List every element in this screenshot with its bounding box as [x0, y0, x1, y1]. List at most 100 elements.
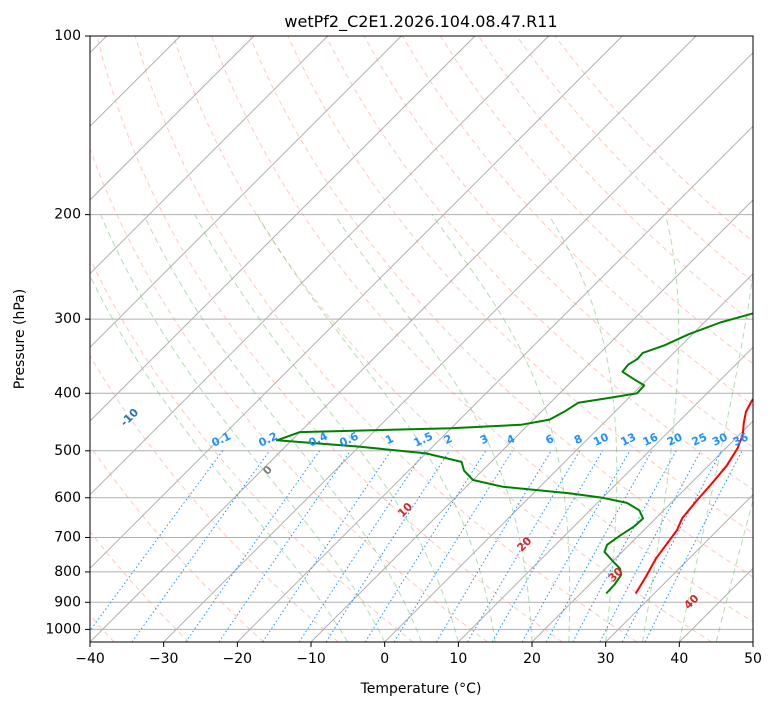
y-tick-label: 700 [54, 530, 81, 546]
moist-adiabat-line [143, 214, 422, 642]
isotherm-line [752, 641, 753, 642]
x-tick-label: 0 [380, 651, 389, 667]
mixing-ratio-label: 36 [731, 430, 751, 448]
y-tick-label: 100 [54, 28, 81, 44]
x-tick-label: 40 [670, 651, 688, 667]
mixing-ratio-label: 0.1 [210, 430, 233, 450]
mixing-ratio-label: 25 [690, 430, 709, 448]
mixing-ratio-label: 8 [572, 432, 584, 447]
isotherm-line [90, 36, 623, 570]
x-axis-label: Temperature (°C) [360, 681, 482, 697]
isotherm-line [457, 346, 753, 642]
x-tick-label: −30 [149, 651, 179, 667]
mixing-ratio-line [90, 450, 224, 632]
dry-adiabat-line [90, 257, 414, 642]
x-tick-label: −20 [223, 651, 253, 667]
dry-adiabat-label: -10 [118, 406, 141, 429]
mixing-ratio-line [298, 450, 426, 642]
y-tick-label: 200 [54, 207, 81, 223]
dry-adiabat-line [134, 36, 638, 642]
moist-adiabat-line [548, 214, 618, 642]
isotherm-line [90, 36, 550, 496]
dry-adiabat-line [516, 36, 753, 283]
dry-adiabat-line [90, 530, 190, 642]
y-axis-label: Pressure (hPa) [12, 289, 28, 389]
mixing-ratio-line [218, 450, 351, 642]
mixing-ratio-label: 2 [442, 432, 454, 447]
y-tick-label: 500 [54, 443, 81, 459]
mixing-ratio-line [572, 450, 677, 642]
isotherm-line [605, 493, 753, 642]
mixing-ratio-line [185, 450, 321, 642]
mixing-ratio-line [364, 450, 487, 642]
mixing-ratio-label: 20 [665, 430, 685, 448]
mixing-ratio-label: 0.2 [257, 430, 280, 450]
isotherm-line [236, 125, 753, 642]
x-tick-label: 30 [597, 651, 615, 667]
moist-adiabat-label: 10 [395, 500, 415, 520]
dry-adiabat-line [211, 36, 753, 623]
y-tick-label: 300 [54, 311, 81, 327]
chart-title: wetPf2_C2E1.2026.104.08.47.R11 [284, 12, 557, 32]
x-tick-label: −40 [75, 651, 105, 667]
mixing-ratio-line [131, 450, 271, 642]
mixing-ratio-line [262, 450, 392, 642]
x-tick-label: −10 [296, 651, 326, 667]
dewpoint-profile-line [276, 312, 753, 595]
skewt-background-lines [90, 36, 753, 642]
mixing-ratio-label: 13 [619, 430, 638, 448]
isotherm-line [384, 272, 753, 642]
isotherm-line [163, 51, 753, 642]
moist-adiabat-line [678, 269, 753, 642]
dry-adiabat-line [90, 354, 339, 642]
moist-adiabat-label: 30 [606, 565, 626, 585]
y-tick-label: 400 [54, 385, 81, 401]
moist-adiabat-line [334, 214, 533, 642]
isotherm-line [531, 420, 753, 642]
mixing-ratio-label: 30 [710, 430, 730, 448]
dry-adiabat-line [96, 36, 563, 642]
mixing-ratio-line [545, 450, 653, 642]
isotherm-line [310, 199, 753, 642]
mixing-ratio-line [599, 450, 702, 642]
moist-adiabat-line [100, 214, 386, 642]
isotherm-line [90, 36, 255, 201]
mixing-ratio-line [435, 450, 552, 642]
mixing-ratio-line [325, 450, 451, 642]
x-tick-label: 10 [449, 651, 467, 667]
mixing-ratio-label: 1.5 [412, 430, 435, 450]
moist-adiabat-line [194, 214, 459, 642]
isotherm-line [90, 36, 697, 642]
dry-adiabat-line [90, 147, 488, 642]
mixing-ratio-label: 4 [505, 432, 518, 447]
mixing-ratio-line [644, 450, 743, 642]
moist-adiabat-line [642, 214, 680, 642]
mixing-ratio-label: 1 [383, 432, 395, 447]
mixing-ratio-label: 3 [478, 432, 490, 447]
y-tick-label: 600 [54, 490, 81, 506]
skewt-axes: −40 −30 −20 −10 0 10 20 30 40 50 100 200 300 400 500 60… [45, 28, 762, 667]
mixing-ratio-line [521, 450, 631, 642]
moist-adiabat-line [431, 214, 571, 642]
skewt-line-labels: -100-90-80-70-60-50-40-30-20-100.10.20.4… [118, 406, 751, 612]
dry-adiabat-line [287, 36, 753, 534]
plot-frame [89, 35, 754, 643]
mixing-ratio-label: 16 [641, 430, 661, 448]
skewt-data-lines [276, 312, 753, 595]
dry-adiabat-line [554, 36, 753, 243]
mixing-ratio-label: 10 [591, 430, 611, 448]
temperature-profile-line [634, 397, 753, 595]
isotherm-line [678, 567, 753, 642]
y-tick-label: 1000 [45, 621, 81, 637]
dry-adiabat-line [249, 36, 753, 578]
isotherm-line [90, 36, 329, 275]
dry-adiabat-line [172, 36, 712, 642]
x-tick-label: 50 [744, 651, 762, 667]
dry-adiabat-line [439, 36, 753, 365]
isotherm-line [90, 36, 402, 349]
dry-adiabat-line [401, 36, 753, 406]
moist-adiabat-label: 40 [681, 592, 701, 612]
x-tick-label: 20 [523, 651, 541, 667]
y-tick-label: 800 [54, 564, 81, 580]
